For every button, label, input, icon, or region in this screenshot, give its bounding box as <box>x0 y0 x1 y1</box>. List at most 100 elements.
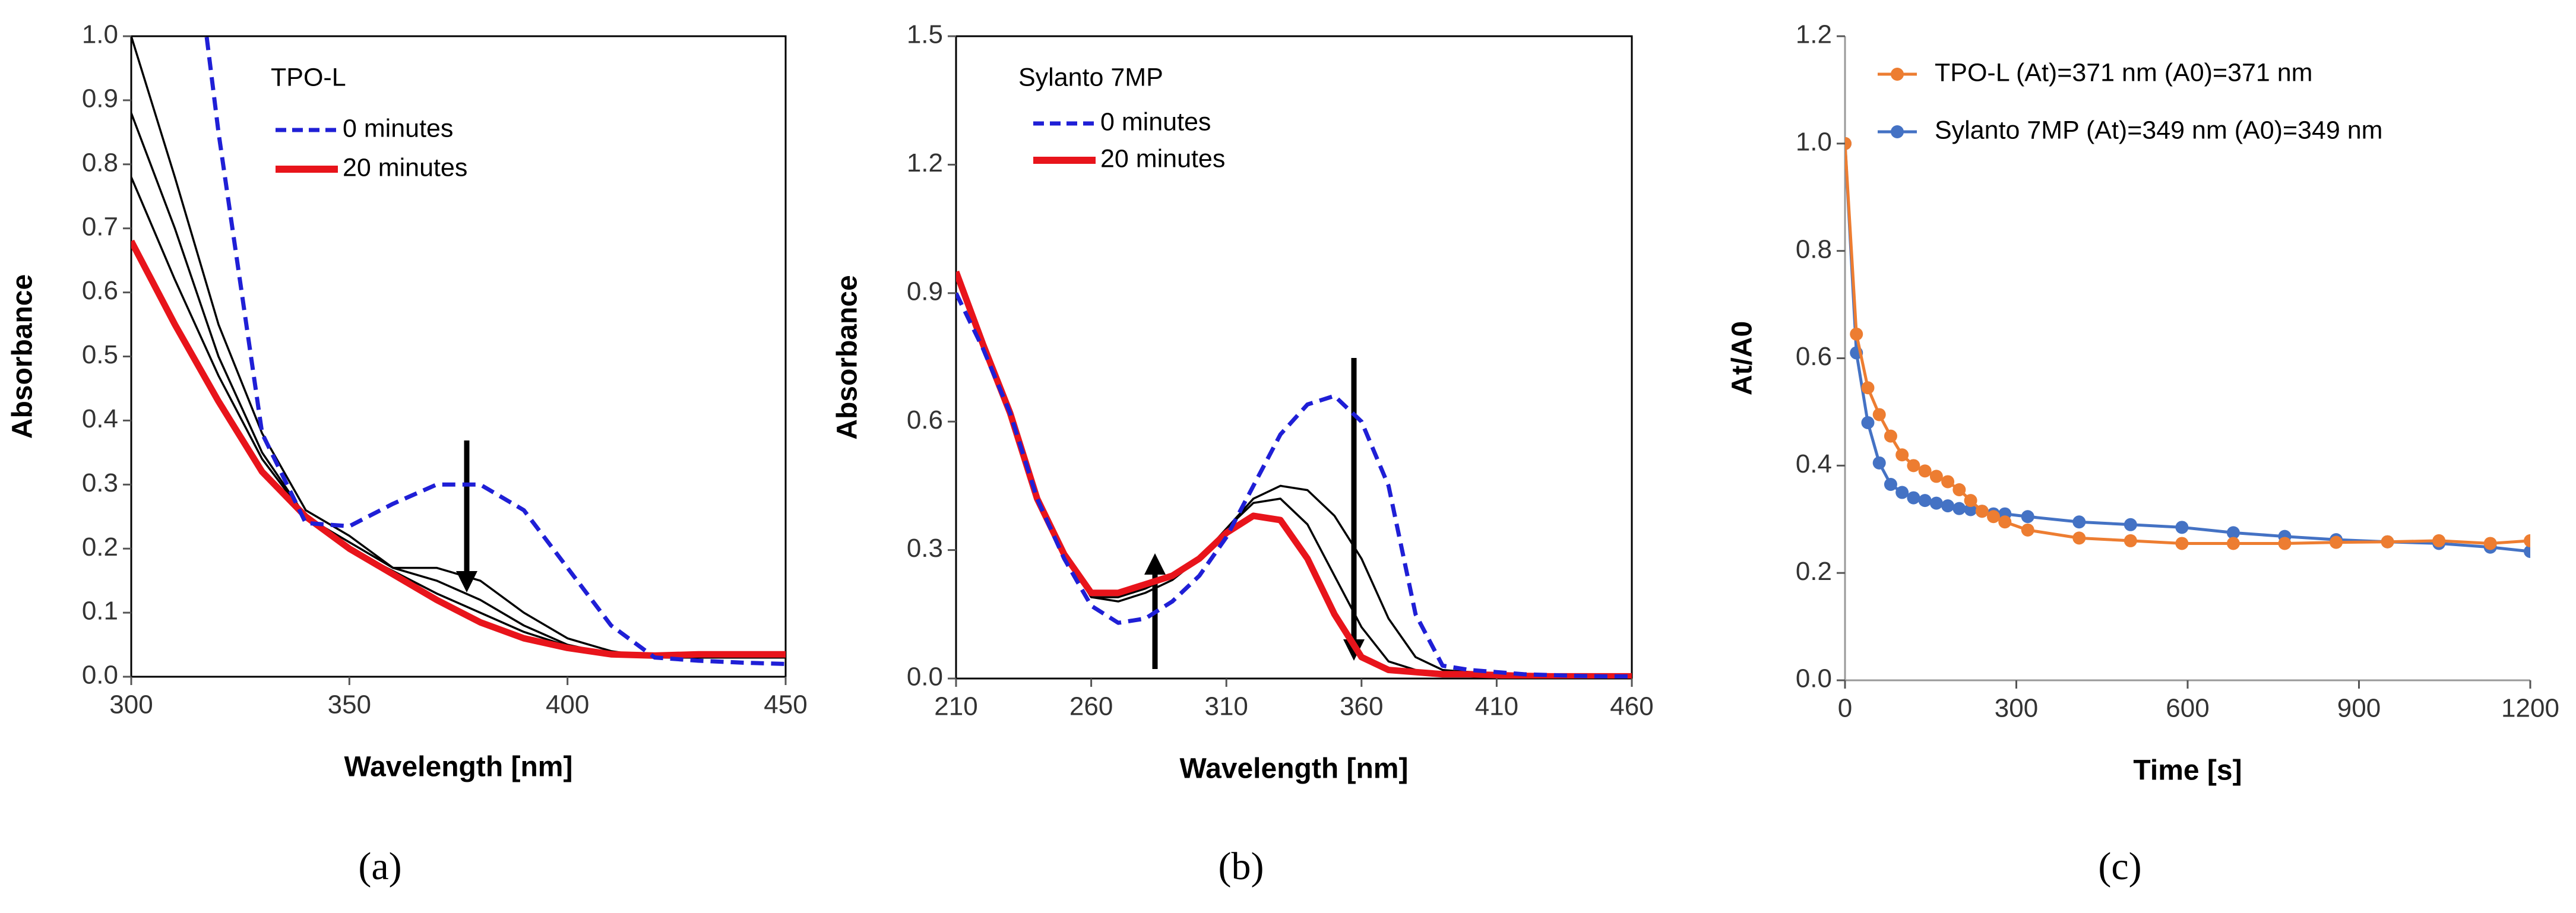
y-tick-label: 0.6 <box>82 276 118 305</box>
series-line <box>131 112 786 659</box>
marker <box>2226 526 2240 540</box>
y-tick-label: 0.0 <box>1796 664 1832 693</box>
legend-marker <box>1891 125 1904 138</box>
x-tick-label: 900 <box>2337 694 2381 723</box>
series-line <box>131 239 786 659</box>
y-tick-label: 0.6 <box>907 405 943 435</box>
legend-label: 20 minutes <box>1100 144 1225 173</box>
x-tick-label: 600 <box>2166 694 2209 723</box>
x-tick-label: 310 <box>1204 692 1248 721</box>
y-tick-label: 1.2 <box>907 148 943 177</box>
series-line <box>131 36 786 659</box>
x-tick-label: 350 <box>328 690 371 719</box>
y-tick-label: 0.7 <box>82 212 118 241</box>
marker <box>2124 518 2137 531</box>
marker <box>1941 475 1955 489</box>
x-tick-label: 260 <box>1069 692 1113 721</box>
marker <box>1929 470 1943 483</box>
marker <box>2226 537 2240 550</box>
marker <box>2432 534 2446 547</box>
marker <box>1941 499 1955 513</box>
y-tick-label: 0.2 <box>1796 557 1832 586</box>
plot-frame <box>955 35 1633 680</box>
x-tick-label: 210 <box>934 692 977 721</box>
panel-label: (c) <box>2098 845 2141 888</box>
marker <box>1918 494 1932 508</box>
series-line <box>956 270 1632 679</box>
series-line <box>956 292 1632 679</box>
y-axis-title: Absorbance <box>832 275 863 439</box>
y-tick-label: 0.5 <box>82 340 118 369</box>
marker <box>1895 486 1909 499</box>
marker <box>2330 535 2343 549</box>
y-tick-label: 0.6 <box>1796 342 1832 371</box>
marker <box>2278 537 2292 550</box>
marker <box>2483 537 2497 550</box>
marker <box>1929 496 1943 510</box>
y-tick-label: 1.0 <box>1796 127 1832 156</box>
y-axis-title: Absorbance <box>7 274 39 439</box>
legend-label: 0 minutes <box>343 114 453 142</box>
marker <box>2175 521 2189 534</box>
x-tick-label: 450 <box>764 690 807 719</box>
marker <box>1907 459 1920 473</box>
annotation: TPO-L <box>271 63 346 91</box>
y-tick-label: 0.1 <box>82 597 118 626</box>
marker <box>1987 510 2001 524</box>
series-line <box>204 36 786 666</box>
y-tick-label: 0.3 <box>907 534 943 563</box>
marker <box>1952 483 1966 497</box>
y-tick-label: 0.8 <box>1796 234 1832 264</box>
marker <box>1884 477 1897 491</box>
series-group <box>131 36 786 666</box>
marker <box>2021 510 2034 524</box>
marker <box>2124 534 2137 547</box>
x-tick-label: 0 <box>1838 694 1852 723</box>
marker <box>2524 534 2530 547</box>
y-tick-label: 0.2 <box>82 532 118 562</box>
y-tick-label: 0.9 <box>82 84 118 113</box>
marker <box>2175 537 2189 550</box>
series-line <box>1845 143 2530 553</box>
legend-label: 0 minutes <box>1100 107 1211 136</box>
marker <box>1964 494 1977 508</box>
legend-label: 20 minutes <box>343 153 467 182</box>
y-tick-label: 0.0 <box>82 661 118 690</box>
marker <box>2021 523 2034 537</box>
marker <box>1918 464 1932 478</box>
marker <box>2381 535 2394 549</box>
y-tick-label: 0.9 <box>907 277 943 306</box>
y-axis-title: At/A0 <box>1727 321 1758 395</box>
y-tick-label: 0.4 <box>1796 449 1832 478</box>
x-axis-title: Time [s] <box>2133 755 2242 787</box>
marker <box>1952 502 1966 515</box>
marker <box>1975 505 1989 518</box>
x-tick-label: 360 <box>1340 692 1383 721</box>
series-group <box>956 270 1632 679</box>
legend-label: Sylanto 7MP (At)=349 nm (A0)=349 nm <box>1935 116 2382 144</box>
legend-label: TPO-L (At)=371 nm (A0)=371 nm <box>1935 58 2313 87</box>
series-group <box>1845 137 2530 558</box>
marker <box>1850 327 1863 341</box>
marker <box>2072 515 2086 529</box>
y-tick-label: 0.3 <box>82 468 118 497</box>
x-axis-title: Wavelength [nm] <box>344 752 573 783</box>
annotation: Sylanto 7MP <box>1018 63 1163 91</box>
marker <box>1998 515 2012 529</box>
x-tick-label: 1200 <box>2501 694 2559 723</box>
x-tick-label: 400 <box>546 690 589 719</box>
marker <box>2524 545 2530 558</box>
marker <box>1861 416 1875 429</box>
y-tick-label: 1.2 <box>1796 20 1832 49</box>
marker <box>1884 429 1897 443</box>
legend-marker <box>1891 68 1904 81</box>
x-tick-label: 460 <box>1610 692 1653 721</box>
y-tick-label: 1.5 <box>907 20 943 49</box>
plot-frame <box>130 35 787 678</box>
marker <box>1895 448 1909 462</box>
marker <box>1845 137 1852 150</box>
y-tick-label: 0.4 <box>82 404 118 433</box>
series-line <box>956 271 1632 678</box>
marker <box>1872 456 1886 470</box>
